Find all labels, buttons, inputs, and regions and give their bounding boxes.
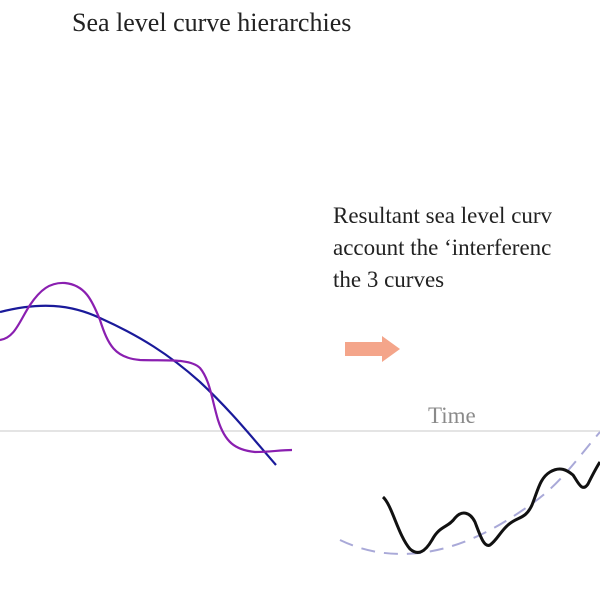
trend-curve [339, 431, 600, 555]
note-line: account the ‘interferenc [333, 235, 551, 260]
long-term-curve [0, 304, 277, 466]
title: Sea level curve hierarchies [72, 8, 351, 37]
note-line: the 3 curves [333, 267, 444, 292]
axis-label: Time [428, 403, 476, 428]
resultant-curve [381, 461, 600, 554]
note-line: Resultant sea level curv [333, 203, 553, 228]
short-term-curve [0, 281, 293, 454]
arrow [345, 336, 400, 362]
